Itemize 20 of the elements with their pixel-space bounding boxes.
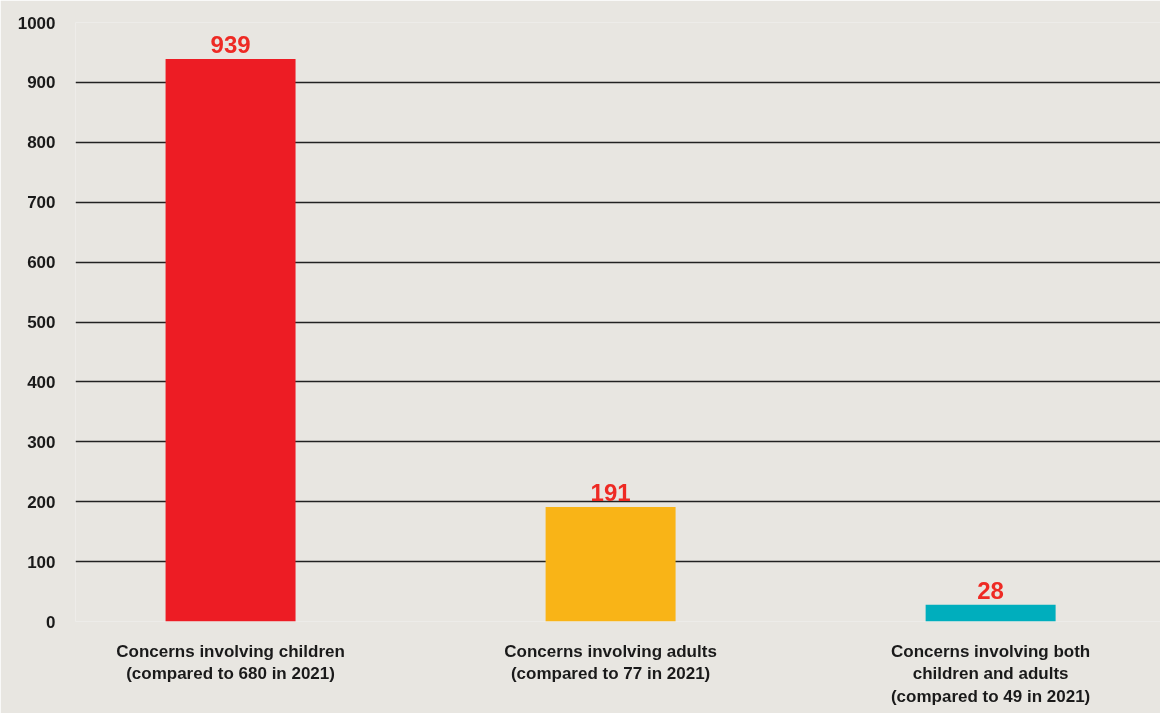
y-tick-label: 800: [27, 133, 56, 153]
x-tick-label: Concerns involving both children and adults (compared to 49 in 2021): [890, 641, 1091, 707]
bar: [925, 604, 1056, 622]
y-tick-label: 1000: [17, 13, 56, 33]
data-label: 28: [977, 576, 1004, 604]
y-tick-label: 300: [27, 432, 56, 452]
y-tick-label: 100: [27, 552, 56, 572]
y-tick-label: 400: [27, 372, 56, 392]
x-tick-label: Concerns involving children (compared to 680 in 2021): [116, 641, 345, 684]
y-tick-label: 600: [27, 253, 56, 273]
y-tick-label: 700: [27, 193, 56, 213]
x-tick-label: Concerns involving adults (compared to 77 in 2021): [504, 641, 717, 684]
data-label: 939: [210, 31, 251, 59]
bar: [165, 59, 296, 622]
y-tick-label: 200: [27, 492, 56, 512]
y-tick-label: 900: [27, 73, 56, 93]
y-tick-label: 500: [27, 313, 56, 332]
y-tick-label: 0: [46, 612, 56, 632]
data-label: 191: [590, 479, 631, 507]
bar: [545, 507, 676, 622]
